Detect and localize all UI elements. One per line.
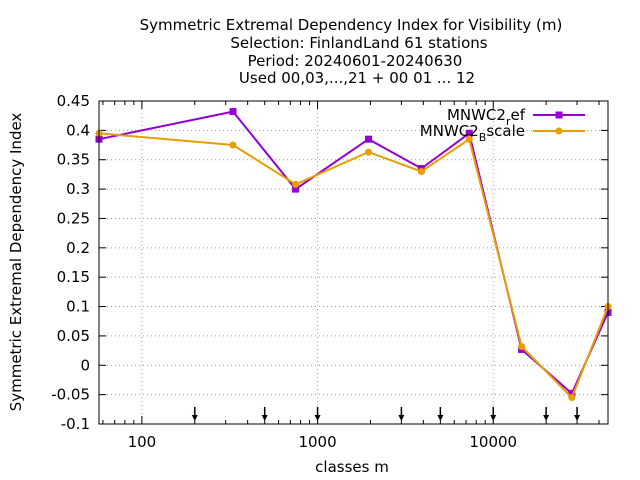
data-point bbox=[568, 389, 576, 397]
data-point bbox=[518, 342, 526, 350]
threshold-arrow bbox=[574, 407, 581, 421]
series-2 bbox=[95, 129, 612, 402]
title-line-2: Selection: FinlandLand 61 stations bbox=[230, 34, 487, 52]
data-point bbox=[229, 108, 237, 116]
title-line-1: Symmetric Extremal Dependency Index for … bbox=[140, 16, 563, 34]
threshold-arrow-head bbox=[191, 415, 198, 421]
chart-title: Symmetric Extremal Dependency Index for … bbox=[140, 16, 563, 87]
title-line-3: Period: 20240601-20240630 bbox=[248, 52, 463, 70]
legend-label: MNWC2Bscale bbox=[420, 122, 525, 144]
y-tick-label: 0.05 bbox=[57, 327, 90, 345]
legend-label-tail: ef bbox=[510, 106, 525, 124]
legend-marker bbox=[555, 111, 563, 119]
threshold-arrow-head bbox=[574, 415, 581, 421]
legend-label-main: MNWC2 bbox=[420, 122, 479, 140]
threshold-arrow-head bbox=[261, 415, 268, 421]
legend-label-sub: r bbox=[506, 115, 511, 128]
x-axis-ticks: 100 1000 10000 bbox=[102, 101, 600, 451]
series-line bbox=[98, 132, 609, 400]
series-line bbox=[98, 110, 609, 396]
legend-label-main: MNWC2 bbox=[447, 106, 506, 124]
data-point bbox=[292, 180, 300, 188]
x-axis-label: classes m bbox=[315, 458, 389, 476]
legend-marker bbox=[555, 127, 563, 135]
threshold-arrow-head bbox=[437, 415, 444, 421]
data-point bbox=[568, 394, 576, 402]
y-tick-label: 0.25 bbox=[57, 209, 90, 227]
series-1 bbox=[95, 108, 612, 397]
threshold-arrow bbox=[261, 407, 268, 421]
y-tick-label: 0.15 bbox=[57, 268, 90, 286]
legend-entry-1: MNWC2ref bbox=[447, 106, 585, 128]
legend-label: MNWC2ref bbox=[447, 106, 526, 128]
threshold-markers bbox=[191, 407, 581, 421]
data-point bbox=[465, 129, 473, 137]
y-tick-label: 0.2 bbox=[66, 239, 90, 257]
y-tick-label: -0.05 bbox=[51, 386, 90, 404]
y-tick-label: 0.4 bbox=[66, 121, 90, 139]
x-tick-label: 1000 bbox=[298, 433, 336, 451]
threshold-arrow-head bbox=[543, 415, 550, 421]
data-point bbox=[292, 185, 300, 193]
data-point bbox=[229, 141, 237, 149]
plot-frame bbox=[98, 100, 609, 425]
y-tick-label: 0.1 bbox=[66, 298, 90, 316]
threshold-arrow bbox=[191, 407, 198, 421]
x-tick-label: 10000 bbox=[469, 433, 517, 451]
y-tick-label: -0.1 bbox=[61, 415, 90, 433]
legend-label-sub: B bbox=[479, 131, 487, 144]
threshold-arrow bbox=[398, 407, 405, 421]
y-axis-ticks: -0.1 -0.05 0 0.05 0.1 0.15 0.2 0.25 0.3 0.35 0.4 0.… bbox=[51, 92, 608, 433]
threshold-arrow bbox=[490, 407, 497, 421]
series-layer bbox=[95, 108, 612, 402]
threshold-arrow bbox=[543, 407, 550, 421]
y-tick-label: 0.35 bbox=[57, 151, 90, 169]
data-point bbox=[365, 135, 373, 143]
legend-label-tail: scale bbox=[486, 122, 525, 140]
y-axis-label: Symmetric Extremal Dependency Index bbox=[7, 113, 25, 412]
legend-entry-2: MNWC2Bscale bbox=[420, 122, 585, 144]
threshold-arrow bbox=[314, 407, 321, 421]
threshold-arrow-head bbox=[398, 415, 405, 421]
y-tick-label: 0.3 bbox=[66, 180, 90, 198]
x-tick-label: 100 bbox=[128, 433, 157, 451]
threshold-arrow-head bbox=[314, 415, 321, 421]
grid bbox=[99, 101, 608, 424]
threshold-arrow-head bbox=[490, 415, 497, 421]
data-point bbox=[417, 167, 425, 175]
y-tick-label: 0 bbox=[80, 356, 90, 374]
data-point bbox=[365, 148, 373, 156]
title-line-4: Used 00,03,...,21 + 00 01 ... 12 bbox=[239, 69, 475, 87]
threshold-arrow bbox=[437, 407, 444, 421]
y-tick-label: 0.45 bbox=[57, 92, 90, 110]
data-point bbox=[465, 135, 473, 143]
